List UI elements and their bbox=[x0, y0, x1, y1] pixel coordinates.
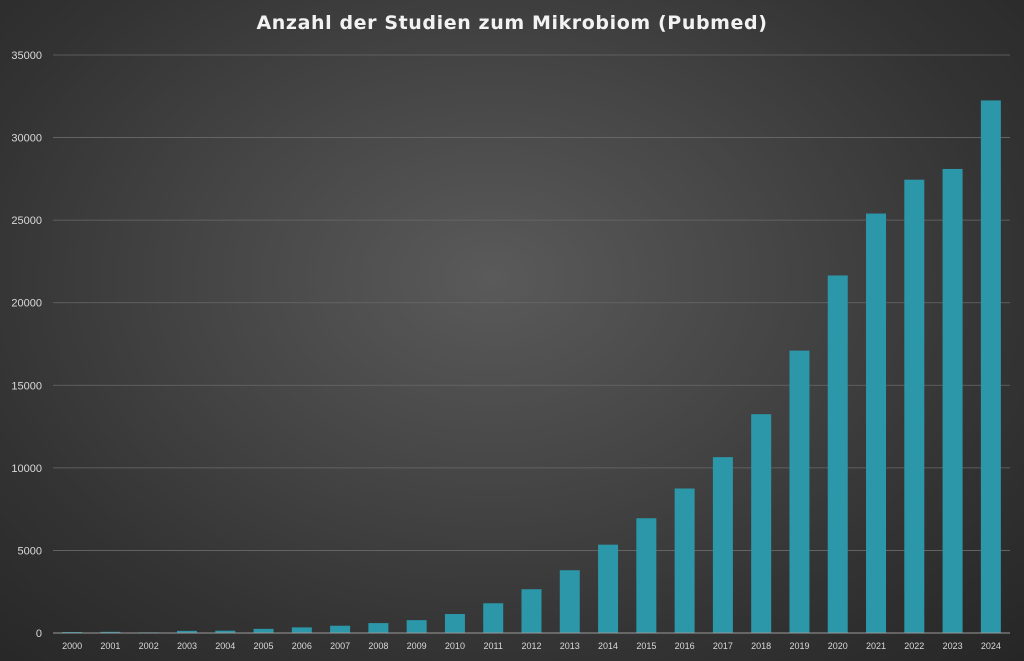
x-tick-label: 2005 bbox=[254, 641, 274, 651]
bar bbox=[559, 570, 580, 633]
bar bbox=[100, 631, 121, 633]
bar bbox=[291, 627, 312, 633]
bar bbox=[215, 630, 236, 633]
x-tick-label: 2024 bbox=[981, 641, 1001, 651]
bar bbox=[368, 623, 389, 633]
y-tick-label: 25000 bbox=[11, 215, 42, 227]
bar bbox=[751, 414, 772, 633]
y-tick-label: 20000 bbox=[11, 298, 42, 310]
x-tick-label: 2017 bbox=[713, 641, 733, 651]
bar bbox=[827, 275, 848, 633]
x-tick-label: 2012 bbox=[521, 641, 541, 651]
bar bbox=[483, 603, 504, 633]
x-tick-label: 2008 bbox=[368, 641, 388, 651]
x-tick-label: 2003 bbox=[177, 641, 197, 651]
y-tick-label: 35000 bbox=[11, 50, 42, 62]
y-tick-label: 0 bbox=[36, 628, 42, 640]
bar bbox=[176, 630, 197, 633]
bar bbox=[866, 213, 887, 633]
bar bbox=[674, 488, 695, 633]
x-tick-label: 2015 bbox=[636, 641, 656, 651]
x-tick-label: 2011 bbox=[484, 641, 503, 651]
x-tick-label: 2018 bbox=[751, 641, 771, 651]
chart-title: Anzahl der Studien zum Mikrobiom (Pubmed… bbox=[256, 12, 768, 34]
y-tick-label: 10000 bbox=[11, 463, 42, 475]
bar bbox=[636, 518, 657, 633]
bar bbox=[330, 625, 351, 633]
x-tick-label: 2002 bbox=[139, 641, 159, 651]
bar bbox=[712, 457, 733, 633]
y-tick-label: 15000 bbox=[11, 380, 42, 392]
x-tick-label: 2014 bbox=[598, 641, 618, 651]
x-tick-label: 2022 bbox=[904, 641, 924, 651]
bar bbox=[444, 614, 465, 633]
x-tick-label: 2001 bbox=[100, 641, 120, 651]
x-tick-label: 2013 bbox=[560, 641, 580, 651]
x-tick-label: 2023 bbox=[943, 641, 963, 651]
x-tick-label: 2016 bbox=[675, 641, 695, 651]
bar bbox=[904, 179, 925, 633]
y-tick-label: 5000 bbox=[18, 545, 42, 557]
x-tick-label: 2006 bbox=[292, 641, 312, 651]
bar bbox=[521, 589, 542, 633]
x-tick-label: 2021 bbox=[866, 641, 886, 651]
bar bbox=[406, 620, 427, 633]
x-tick-label: 2007 bbox=[330, 641, 350, 651]
bar bbox=[253, 628, 274, 633]
x-tick-label: 2019 bbox=[789, 641, 809, 651]
bar bbox=[942, 168, 963, 633]
bar bbox=[980, 100, 1001, 633]
bar bbox=[789, 350, 810, 633]
bar bbox=[598, 544, 619, 633]
x-tick-label: 2009 bbox=[407, 641, 427, 651]
x-tick-label: 2004 bbox=[215, 641, 235, 651]
x-tick-label: 2010 bbox=[445, 641, 465, 651]
y-tick-label: 30000 bbox=[11, 133, 42, 145]
x-tick-label: 2000 bbox=[62, 641, 82, 651]
x-tick-label: 2020 bbox=[828, 641, 848, 651]
